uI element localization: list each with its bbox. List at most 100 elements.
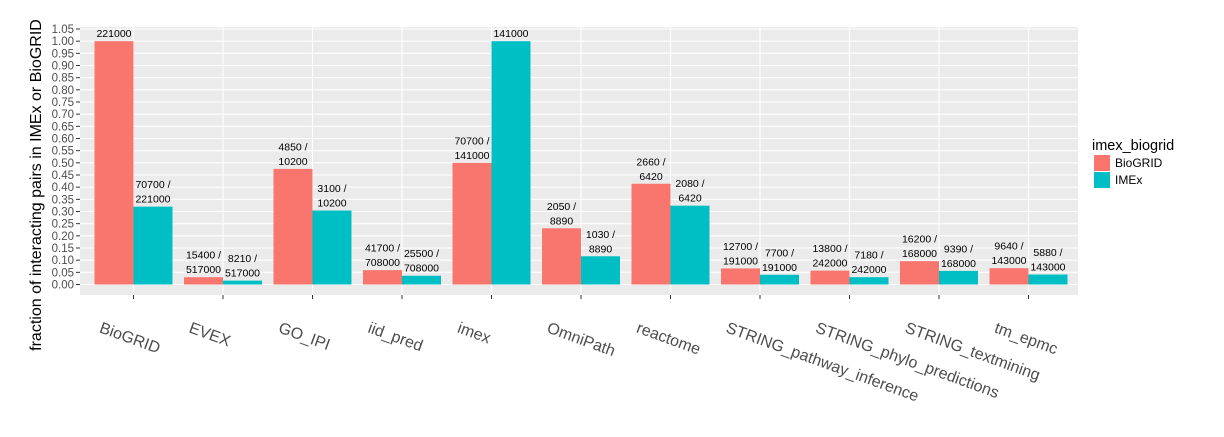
y-tick-label: 1.00: [52, 36, 74, 48]
data-label: 2660 /: [636, 156, 665, 168]
data-label: 517000: [186, 264, 221, 276]
data-label: 221000: [96, 28, 131, 40]
x-tick-label: OmniPath: [545, 320, 618, 360]
data-label: 8890: [589, 243, 613, 255]
data-label: 70700 /: [135, 179, 170, 191]
legend: imex_biogrid BioGRID IMEx: [1092, 138, 1174, 188]
data-label: 15400 /: [186, 250, 221, 262]
data-label: 191000: [723, 255, 758, 267]
y-tick-label: 0.10: [52, 255, 74, 267]
bar-biogrid-tm_epmc: [989, 268, 1029, 285]
y-tick-label: 0.90: [52, 61, 74, 73]
bar-biogrid-go_ipi: [273, 168, 313, 285]
legend-title: imex_biogrid: [1092, 138, 1174, 154]
y-tick-label: 0.50: [52, 158, 74, 170]
y-tick-label: 0.05: [52, 267, 74, 279]
bar-biogrid-iid_pred: [363, 270, 402, 285]
data-label: 708000: [404, 263, 439, 275]
gridlines: [80, 27, 1078, 295]
data-label: 9390 /: [944, 243, 973, 255]
data-label: 143000: [991, 255, 1026, 267]
x-tick-label: reactome: [634, 320, 703, 359]
bar-imex-evex: [223, 280, 262, 285]
data-label: 2080 /: [675, 178, 704, 190]
y-tick-label: 0.00: [52, 280, 74, 292]
y-tick-label: 0.65: [52, 121, 74, 133]
x-axis: BioGRID EVEX GO_IPI iid_pred imex OmniPath rea…: [97, 295, 1060, 405]
data-label: 221000: [135, 194, 170, 206]
legend-key-imex: [1094, 172, 1110, 188]
data-label: 6420: [639, 171, 663, 183]
y-axis: 0.000.050.100.150.200.250.300.350.400.45…: [52, 24, 80, 292]
y-tick-label: 0.30: [52, 207, 74, 219]
y-tick-label: 0.35: [52, 194, 74, 206]
data-label: 10200: [278, 156, 307, 168]
legend-label: BioGRID: [1115, 156, 1163, 170]
y-tick-label: 0.45: [52, 170, 74, 182]
bar-imex-reactome: [670, 205, 710, 285]
bar-biogrid-evex: [184, 277, 223, 285]
bar-biogrid-string_phylo_predictions: [810, 270, 850, 285]
bar-biogrid-reactome: [631, 183, 671, 285]
data-label: 70700 /: [454, 135, 489, 147]
bar-biogrid-omnipath: [542, 228, 581, 285]
data-label: 8210 /: [228, 253, 257, 265]
y-tick-label: 0.15: [52, 243, 74, 255]
data-label: 25500 /: [404, 248, 439, 260]
y-tick-label: 0.85: [52, 73, 74, 85]
data-label: 708000: [365, 257, 400, 269]
x-tick-label: iid_pred: [366, 320, 425, 355]
data-label: 168000: [941, 258, 976, 270]
x-tick-label: BioGRID: [97, 320, 162, 358]
data-label: 191000: [762, 262, 797, 274]
bar-imex-go_ipi: [312, 210, 352, 285]
bar-biogrid-string_textmining: [900, 261, 939, 285]
legend-label: IMEx: [1115, 173, 1142, 187]
bar-biogrid-imex: [452, 162, 492, 285]
x-tick-label: EVEX: [187, 320, 233, 351]
data-label: 9640 /: [994, 241, 1023, 253]
bar-imex-iid_pred: [402, 275, 441, 285]
bar-imex-imex: [491, 41, 531, 285]
data-labels: 221000 15400 / 517000 4850 / 10200 41700 / 708…: [96, 28, 1065, 279]
bar-biogrid-string_pathway_inference: [721, 268, 760, 285]
y-tick-label: 0.25: [52, 219, 74, 231]
bar-imex-string_pathway_inference: [760, 274, 799, 285]
data-label: 2050 /: [547, 201, 576, 213]
data-label: 7180 /: [854, 250, 883, 262]
data-label: 141000: [493, 28, 528, 40]
bar-imex-biogrid: [133, 206, 173, 285]
y-tick-label: 0.70: [52, 109, 74, 121]
y-tick-label: 0.75: [52, 97, 74, 109]
legend-key-biogrid: [1094, 155, 1110, 171]
y-tick-label: 1.05: [52, 24, 74, 36]
x-tick-label: GO_IPI: [276, 320, 332, 354]
x-tick-label: imex: [455, 320, 493, 348]
y-tick-label: 0.80: [52, 85, 74, 97]
y-tick-label: 0.60: [52, 134, 74, 146]
y-tick-label: 0.20: [52, 231, 74, 243]
data-label: 41700 /: [365, 243, 400, 255]
data-label: 143000: [1030, 262, 1065, 274]
data-label: 7700 /: [765, 247, 794, 259]
bars: [94, 41, 1068, 285]
data-label: 168000: [902, 248, 937, 260]
bar-imex-omnipath: [581, 256, 620, 285]
data-label: 12700 /: [723, 241, 758, 253]
x-tick-label: tm_epmc: [992, 320, 1060, 358]
y-tick-label: 0.55: [52, 146, 74, 158]
data-label: 8890: [550, 215, 574, 227]
data-label: 16200 /: [902, 234, 937, 246]
data-label: 5880 /: [1033, 247, 1062, 259]
data-label: 13800 /: [812, 243, 847, 255]
bar-imex-tm_epmc: [1028, 274, 1068, 285]
y-tick-label: 0.95: [52, 48, 74, 60]
data-label: 10200: [317, 198, 346, 210]
data-label: 3100 /: [317, 183, 346, 195]
y-axis-title: fraction of interacting pairs in IMEx or…: [28, 19, 45, 351]
data-label: 1030 /: [586, 229, 615, 241]
bar-imex-string_textmining: [939, 270, 978, 285]
data-label: 242000: [812, 258, 847, 270]
